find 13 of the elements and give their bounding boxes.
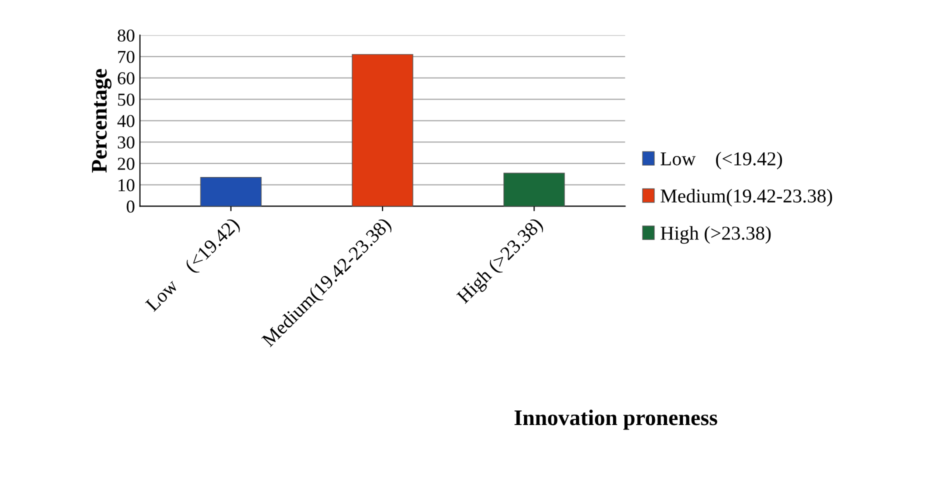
y-tick-label: 10 bbox=[118, 179, 134, 192]
y-tick-label: 20 bbox=[118, 158, 134, 170]
y-tick-label: 30 bbox=[118, 136, 134, 149]
y-tick-label: 80 bbox=[118, 29, 134, 42]
legend-label: Low (<19.42) bbox=[660, 152, 782, 170]
legend-label: Medium(19.42-23.38) bbox=[660, 188, 832, 207]
x-axis-title: Innovation proneness bbox=[514, 410, 718, 430]
y-tick-label: 60 bbox=[118, 72, 134, 84]
y-tick-label: 0 bbox=[126, 200, 134, 213]
y-tick-label: 40 bbox=[117, 114, 134, 128]
y-tick-label: 50 bbox=[118, 94, 134, 106]
y-tick-label: 70 bbox=[118, 50, 134, 64]
y-axis-title: Percentage bbox=[92, 69, 112, 173]
